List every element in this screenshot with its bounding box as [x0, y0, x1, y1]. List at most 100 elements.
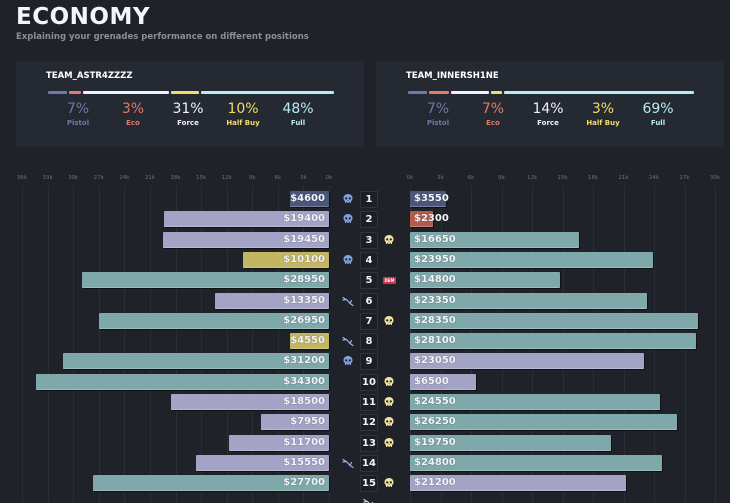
- gridline: [175, 186, 177, 503]
- stat-percent: 7%: [426, 101, 450, 117]
- left-team-bar[interactable]: $34300: [36, 373, 329, 390]
- skull-icon: [383, 437, 395, 449]
- round-number: 2: [360, 211, 378, 229]
- bomb-exploded-icon: DEM: [383, 277, 396, 285]
- axis-tick-label: 21k: [144, 175, 155, 181]
- stat-pistol: 7% Pistol: [416, 101, 460, 127]
- right-team-bar[interactable]: $23050: [410, 353, 645, 370]
- axis-tick-label: 0k: [406, 175, 414, 181]
- gridline: [124, 186, 126, 503]
- axis-tick-label: 9k: [248, 175, 256, 181]
- stat-percent: 7%: [66, 101, 90, 117]
- axis-tick-label: 30k: [68, 175, 79, 181]
- axis-tick-label: 30k: [709, 175, 721, 181]
- stat-label: Force: [177, 119, 199, 127]
- right-team-bar[interactable]: $3550: [410, 191, 449, 207]
- round-number: 5: [360, 272, 378, 290]
- axis-tick-label: 3k: [437, 175, 444, 181]
- skull-icon: [342, 355, 354, 367]
- stat-label: Eco: [486, 119, 500, 127]
- left-team-bar[interactable]: $4550: [290, 333, 329, 350]
- round-number: 15: [360, 475, 378, 493]
- skull-icon: [342, 254, 354, 266]
- defuse-kit-icon: [342, 335, 354, 347]
- left-team-bar[interactable]: $18500: [171, 394, 329, 410]
- right-team-bar[interactable]: $14800: [410, 272, 561, 289]
- left-team-bar[interactable]: $27700: [92, 475, 329, 492]
- economy-distribution-bar: [48, 91, 334, 94]
- economy-stats: 7% Pistol 3% Eco 31% Force 10% Half Buy 48% Full: [48, 101, 338, 141]
- segment-full: [504, 91, 694, 94]
- skull-icon: [342, 213, 354, 225]
- gridline: [715, 186, 716, 503]
- right-team-bar[interactable]: $6500: [410, 373, 477, 390]
- stat-label: Half Buy: [586, 119, 620, 127]
- axis-tick-label: 27k: [93, 175, 104, 181]
- segment-pistol: [408, 91, 428, 94]
- right-team-bar[interactable]: $28350: [410, 312, 699, 329]
- left-team-bar[interactable]: $19450: [163, 231, 329, 248]
- segment-half_buy: [491, 91, 503, 94]
- right-team-bar[interactable]: $24550: [410, 394, 660, 410]
- stat-eco: 3% Eco: [111, 101, 155, 127]
- right-team-bar[interactable]: $21200: [410, 475, 626, 492]
- stat-label: Pistol: [426, 119, 450, 127]
- right-team-bar[interactable]: $28100: [410, 333, 696, 350]
- round-number: 7: [360, 312, 378, 330]
- stat-eco: 7% Eco: [471, 101, 515, 127]
- stat-full: 48% Full: [276, 101, 320, 127]
- defuse-kit-icon: [342, 457, 354, 469]
- axis-tick-label: 9k: [498, 175, 505, 181]
- defuse-kit-icon: [342, 295, 354, 307]
- right-team-bar[interactable]: $23350: [410, 292, 648, 309]
- gridline: [226, 186, 228, 503]
- gridline: [277, 186, 279, 503]
- right-team-bar[interactable]: $16650: [410, 231, 580, 248]
- stat-percent: 69%: [642, 101, 674, 117]
- skull-icon: [383, 315, 395, 327]
- gridline: [149, 186, 151, 503]
- left-team-bar[interactable]: $13350: [215, 292, 329, 309]
- left-team-bar[interactable]: $28950: [82, 272, 329, 289]
- stat-label: Pistol: [66, 119, 90, 127]
- stat-pistol: 7% Pistol: [56, 101, 100, 127]
- left-team-bar[interactable]: $19400: [163, 211, 329, 228]
- skull-icon: [383, 477, 395, 489]
- stat-percent: 14%: [532, 101, 564, 117]
- left-team-bar[interactable]: $26950: [99, 312, 329, 329]
- segment-half_buy: [170, 91, 199, 94]
- team-card-left: TEAM_ASTR4ZZZZ 7% Pistol 3% Eco 31% Force 10% H…: [16, 61, 364, 147]
- stat-full: 69% Full: [636, 101, 680, 127]
- round-number: 3: [360, 231, 378, 249]
- axis-tick-label: 18k: [170, 175, 181, 181]
- axis-tick-label: 12k: [221, 175, 232, 181]
- gridline: [329, 186, 330, 503]
- axis-tick-label: 24k: [648, 175, 660, 181]
- segment-full: [200, 91, 334, 94]
- right-team-bar[interactable]: $24800: [410, 454, 663, 471]
- stat-label: Full: [290, 119, 306, 127]
- stat-label: Half Buy: [226, 119, 260, 127]
- left-team-bar[interactable]: $4600: [289, 191, 329, 207]
- round-number: 10: [360, 373, 378, 391]
- gridline: [22, 186, 23, 503]
- skull-icon: [383, 234, 395, 246]
- team-name: TEAM_ASTR4ZZZZ: [46, 71, 133, 81]
- economy-distribution-bar: [408, 91, 694, 94]
- left-team-bar[interactable]: $11700: [229, 434, 329, 451]
- round-number: 8: [360, 333, 378, 351]
- left-team-bar[interactable]: $15550: [196, 454, 329, 471]
- skull-icon: [383, 416, 395, 428]
- axis-tick-label: 6k: [467, 175, 475, 181]
- round-number: 9: [360, 353, 378, 371]
- axis-tick-label: 21k: [618, 175, 629, 181]
- right-team-bar[interactable]: $23950: [410, 251, 654, 268]
- stat-percent: 48%: [282, 101, 314, 117]
- left-team-bar[interactable]: $7950: [261, 414, 329, 431]
- right-team-bar[interactable]: $2300: [410, 211, 449, 228]
- right-team-bar[interactable]: $19750: [410, 434, 611, 451]
- left-team-bar[interactable]: $31200: [62, 353, 329, 370]
- right-team-bar[interactable]: $26250: [410, 414, 677, 431]
- stat-percent: 3%: [591, 101, 615, 117]
- left-team-bar[interactable]: $10100: [242, 251, 329, 268]
